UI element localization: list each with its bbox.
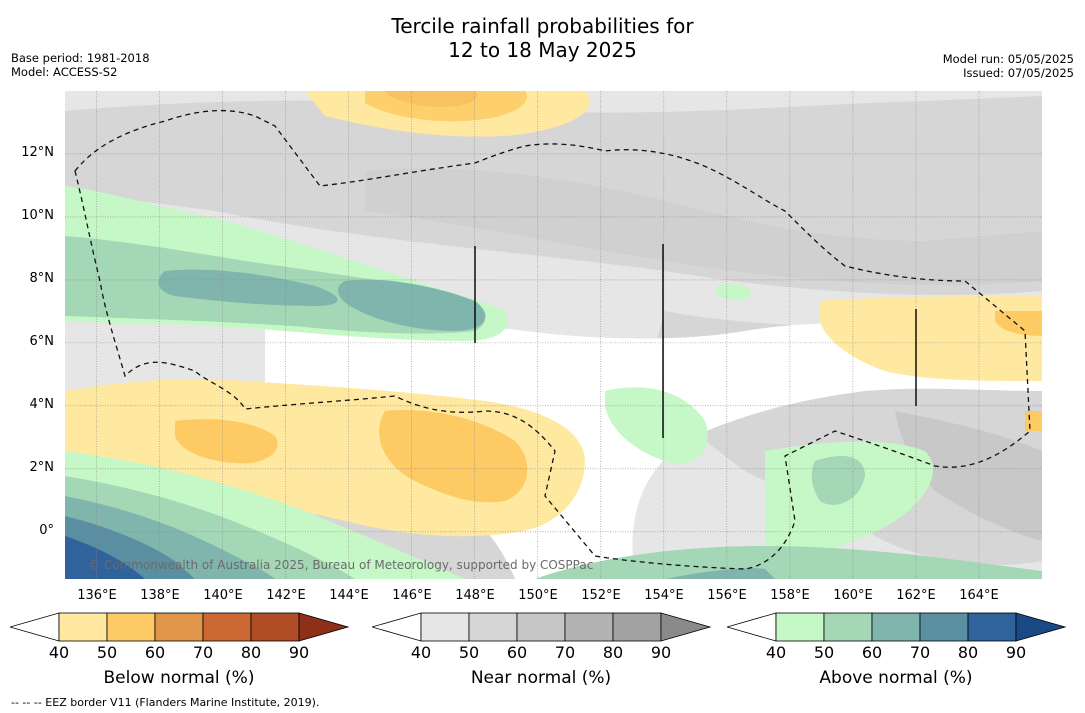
colorbar-near-swatch-5 bbox=[612, 612, 662, 642]
colorbar-above-tick-70: 70 bbox=[909, 643, 931, 662]
colorbar-below-extend-max bbox=[298, 612, 350, 642]
model-run: Model run: 05/05/2025 bbox=[942, 52, 1074, 66]
lon-label-140e: 140°E bbox=[203, 588, 243, 603]
colorbar-above-swatch-1 bbox=[775, 612, 825, 642]
colorbar-above-swatch-2 bbox=[823, 612, 873, 642]
above-normal-south-east-region bbox=[535, 546, 1042, 579]
above-normal-50-east-region bbox=[811, 456, 865, 505]
lat-label-4n: 4°N bbox=[29, 397, 55, 412]
colorbar-near-tick-80: 80 bbox=[602, 643, 624, 662]
below-normal-60-central-region bbox=[379, 410, 528, 503]
lat-label-8n: 8°N bbox=[29, 271, 55, 286]
above-normal-60-central-region bbox=[338, 279, 486, 331]
map-canvas bbox=[65, 91, 1042, 579]
base-period: Base period: 1981-2018 bbox=[11, 51, 150, 65]
below-normal-60-east-region bbox=[995, 311, 1042, 336]
lon-label-154e: 154°E bbox=[644, 588, 684, 603]
colorbar-below-tick-70: 70 bbox=[192, 643, 214, 662]
lon-label-158e: 158°E bbox=[770, 588, 810, 603]
lon-label-146e: 146°E bbox=[392, 588, 432, 603]
colorbar-near-label: Near normal (%) bbox=[470, 668, 612, 688]
colorbar-near-tick-70: 70 bbox=[554, 643, 576, 662]
marker-lines bbox=[474, 244, 917, 438]
colorbar-near-swatch-2 bbox=[468, 612, 518, 642]
near-normal-60-region bbox=[895, 411, 1042, 541]
colorbar-near-tick-50: 50 bbox=[458, 643, 480, 662]
colorbar-below-label: Below normal (%) bbox=[103, 668, 255, 688]
above-normal-small-region bbox=[715, 284, 751, 301]
lon-label-152e: 152°E bbox=[581, 588, 621, 603]
colorbar-below-tick-80: 80 bbox=[240, 643, 262, 662]
meta-left: Base period: 1981-2018 Model: ACCESS-S2 bbox=[11, 51, 150, 79]
lon-label-156e: 156°E bbox=[707, 588, 747, 603]
colorbar-below-swatch-1 bbox=[58, 612, 108, 642]
lon-label-138e: 138°E bbox=[140, 588, 180, 603]
colorbar-near-extend-min bbox=[372, 612, 422, 642]
colorbar-below-tick-50: 50 bbox=[96, 643, 118, 662]
colorbar-near-normal bbox=[372, 612, 712, 642]
colorbar-near-tick-40: 40 bbox=[410, 643, 432, 662]
above-normal-60-west-region bbox=[158, 269, 338, 306]
colorbar-above-tick-60: 60 bbox=[861, 643, 883, 662]
title-line-2: 12 to 18 May 2025 bbox=[448, 38, 637, 62]
above-normal-80-south-region bbox=[65, 536, 145, 579]
colorbar-near-tick-60: 60 bbox=[506, 643, 528, 662]
meta-right: Model run: 05/05/2025 Issued: 07/05/2025 bbox=[943, 52, 1074, 80]
copyright-credit: © Commonwealth of Australia 2025, Bureau… bbox=[88, 558, 594, 572]
colorbar-near-tick-90: 90 bbox=[650, 643, 672, 662]
lat-label-6n: 6°N bbox=[29, 334, 55, 349]
issued-date: Issued: 07/05/2025 bbox=[963, 66, 1074, 80]
colorbar-above-tick-50: 50 bbox=[813, 643, 835, 662]
colorbar-above-label: Above normal (%) bbox=[819, 668, 973, 688]
lat-label-10n: 10°N bbox=[21, 208, 54, 223]
colorbar-above-tick-80: 80 bbox=[957, 643, 979, 662]
colorbar-above-tick-90: 90 bbox=[1005, 643, 1027, 662]
graticule bbox=[65, 91, 1042, 579]
below-normal-east-region bbox=[820, 296, 1042, 381]
colorbar-near-swatch-4 bbox=[564, 612, 614, 642]
lon-label-142e: 142°E bbox=[266, 588, 306, 603]
lon-label-148e: 148°E bbox=[455, 588, 495, 603]
model-name: Model: ACCESS-S2 bbox=[11, 65, 118, 79]
below-normal-north-60-region bbox=[365, 91, 527, 122]
lon-label-150e: 150°E bbox=[518, 588, 558, 603]
colorbar-below-tick-40: 40 bbox=[48, 643, 70, 662]
eez-footnote: -- -- -- EEZ border V11 (Flanders Marine… bbox=[11, 696, 320, 709]
colorbar-below-normal bbox=[10, 612, 350, 642]
colorbar-below-swatch-2 bbox=[106, 612, 156, 642]
lat-label-12n: 12°N bbox=[21, 145, 54, 160]
lat-label-0: 0° bbox=[39, 523, 54, 538]
colorbar-above-swatch-3 bbox=[871, 612, 921, 642]
colorbar-above-swatch-5 bbox=[967, 612, 1017, 642]
above-normal-central-region bbox=[605, 387, 708, 464]
below-normal-60-edge-region bbox=[1025, 411, 1042, 431]
colorbar-below-swatch-5 bbox=[250, 612, 300, 642]
below-normal-60-west-region bbox=[175, 419, 278, 464]
above-normal-60-south-east-region bbox=[665, 568, 775, 579]
colorbar-below-swatch-3 bbox=[154, 612, 204, 642]
lat-label-2n: 2°N bbox=[29, 460, 55, 475]
colorbar-above-extend-max bbox=[1015, 612, 1067, 642]
colorbar-near-swatch-3 bbox=[516, 612, 566, 642]
colorbar-near-swatch-1 bbox=[420, 612, 470, 642]
lon-label-162e: 162°E bbox=[896, 588, 936, 603]
lon-label-144e: 144°E bbox=[329, 588, 369, 603]
colorbar-above-swatch-4 bbox=[919, 612, 969, 642]
lon-label-136e: 136°E bbox=[77, 588, 117, 603]
above-normal-east-region bbox=[765, 441, 934, 561]
colorbar-above-normal bbox=[727, 612, 1067, 642]
colorbar-below-tick-90: 90 bbox=[288, 643, 310, 662]
near-normal-55-region bbox=[365, 168, 1042, 285]
colorbar-above-extend-min bbox=[727, 612, 777, 642]
colorbar-below-swatch-4 bbox=[202, 612, 252, 642]
colorbar-below-tick-60: 60 bbox=[144, 643, 166, 662]
colorbar-near-extend-max bbox=[660, 612, 712, 642]
map-panel[interactable] bbox=[65, 91, 1042, 579]
colorbar-above-tick-40: 40 bbox=[765, 643, 787, 662]
title-line-1: Tercile rainfall probabilities for bbox=[391, 14, 694, 38]
colorbar-below-extend-min bbox=[10, 612, 60, 642]
lon-label-164e: 164°E bbox=[959, 588, 999, 603]
map-title: Tercile rainfall probabilities for 12 to… bbox=[0, 14, 1085, 62]
lon-label-160e: 160°E bbox=[833, 588, 873, 603]
